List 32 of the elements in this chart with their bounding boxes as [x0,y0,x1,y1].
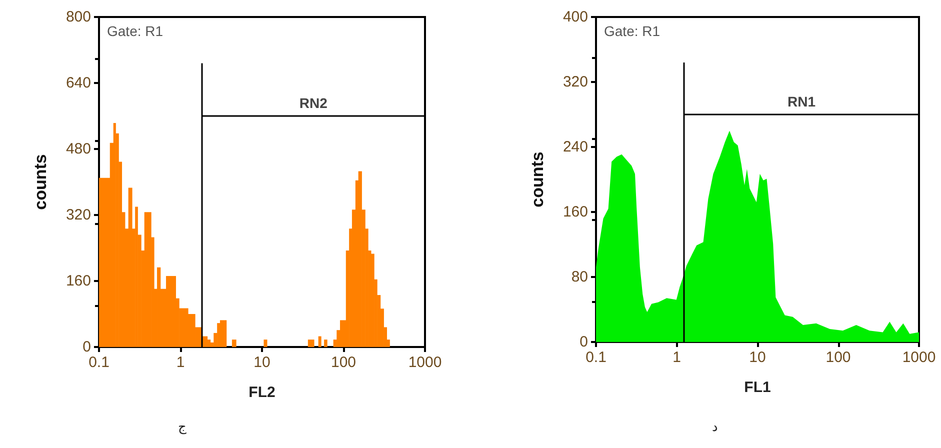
y-tick-label: 800 [66,8,91,26]
x-axis-title: FL1 [744,379,771,396]
annotation: Gate: R1 [107,23,164,39]
x-tick-label: 100 [330,354,356,371]
series-label: RN2 [299,95,328,111]
x-axis-title: FL2 [248,384,276,401]
x-tick-label: 1 [672,349,681,366]
annotation: Gate: R1 [604,23,660,39]
y-tick-label: 640 [66,74,91,92]
y-tick-label: 160 [562,204,588,220]
x-tick-label: 10 [254,354,270,371]
y-axis-title: counts [31,154,50,210]
y-tick-label: 320 [66,206,91,224]
x-tick-label: 100 [826,349,851,366]
y-tick-label: 480 [66,140,91,158]
x-tick-label: 0.1 [586,349,606,366]
y-tick-label: 320 [562,74,588,90]
y-tick-label: 80 [571,268,588,286]
x-tick-label: 1000 [408,354,442,371]
x-tick-label: 1000 [902,349,936,366]
text: ج [178,419,187,435]
y-tick-label: 0 [82,338,91,356]
y-tick-label: 160 [66,272,91,290]
x-tick-label: 0.1 [88,354,110,371]
y-tick-label: 240 [562,138,588,156]
x-tick-label: 1 [176,354,185,371]
y-axis-title: counts [528,152,547,208]
y-tick-label: 0 [580,334,588,350]
series-label: RN1 [787,94,816,110]
y-tick-label: 400 [562,8,588,26]
text: د [712,419,718,434]
x-tick-label: 10 [749,349,766,366]
